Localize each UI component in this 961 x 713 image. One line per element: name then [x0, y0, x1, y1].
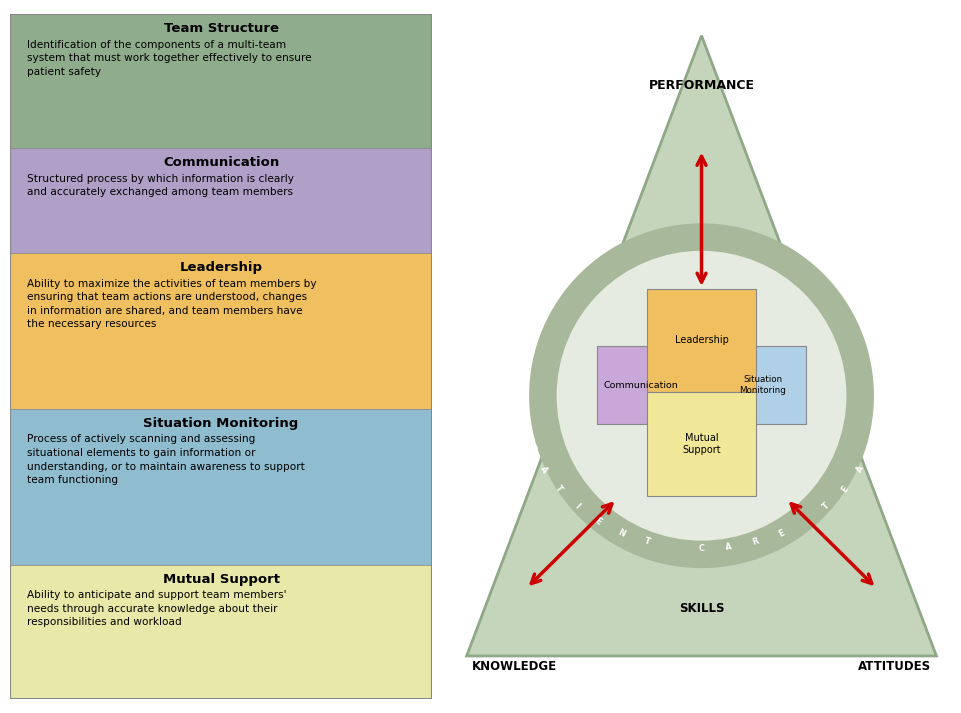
Text: E: E — [593, 516, 603, 526]
Text: E: E — [840, 484, 850, 494]
Polygon shape — [467, 36, 936, 656]
Text: Mutual Support: Mutual Support — [162, 573, 280, 586]
Text: C: C — [699, 545, 704, 553]
Text: Leadership: Leadership — [675, 335, 728, 346]
Text: KNOWLEDGE: KNOWLEDGE — [472, 660, 556, 672]
FancyBboxPatch shape — [597, 346, 706, 424]
Text: ATTITUDES: ATTITUDES — [858, 660, 931, 672]
Text: Communication: Communication — [163, 156, 279, 170]
Text: M: M — [866, 443, 876, 453]
Text: PERFORMANCE: PERFORMANCE — [649, 79, 754, 92]
Text: Structured process by which information is clearly
and accurately exchanged amon: Structured process by which information … — [27, 173, 293, 198]
Text: T: T — [822, 501, 831, 511]
Text: Situation
Monitoring: Situation Monitoring — [739, 375, 786, 395]
Text: Communication: Communication — [604, 381, 678, 389]
Bar — [10, 565, 432, 699]
FancyBboxPatch shape — [647, 289, 756, 392]
Ellipse shape — [556, 251, 847, 540]
Text: Mutual
Support: Mutual Support — [682, 433, 721, 455]
FancyBboxPatch shape — [697, 346, 806, 424]
Bar — [10, 409, 432, 565]
Bar — [10, 253, 432, 409]
Text: A: A — [854, 464, 865, 474]
Text: Identification of the components of a multi-team
system that must work together : Identification of the components of a mu… — [27, 40, 311, 77]
Bar — [10, 14, 432, 148]
Text: N: N — [617, 528, 627, 538]
Text: A: A — [538, 464, 549, 474]
Text: T: T — [643, 537, 652, 547]
Bar — [10, 148, 432, 253]
Text: T: T — [553, 484, 563, 494]
Text: R: R — [752, 537, 760, 547]
Text: I: I — [573, 502, 580, 511]
Text: P: P — [527, 443, 537, 453]
Text: Process of actively scanning and assessing
situational elements to gain informat: Process of actively scanning and assessi… — [27, 434, 305, 485]
Text: Situation Monitoring: Situation Monitoring — [143, 417, 299, 430]
Ellipse shape — [530, 223, 874, 568]
Text: Ability to anticipate and support team members'
needs through accurate knowledge: Ability to anticipate and support team m… — [27, 590, 286, 627]
FancyBboxPatch shape — [647, 392, 756, 496]
Text: SKILLS: SKILLS — [678, 602, 725, 615]
Text: Leadership: Leadership — [180, 262, 262, 275]
Text: Ability to maximize the activities of team members by
ensuring that team actions: Ability to maximize the activities of te… — [27, 279, 316, 329]
Text: Team Structure: Team Structure — [163, 23, 279, 36]
Text: E: E — [777, 528, 786, 538]
Text: A: A — [726, 542, 733, 552]
